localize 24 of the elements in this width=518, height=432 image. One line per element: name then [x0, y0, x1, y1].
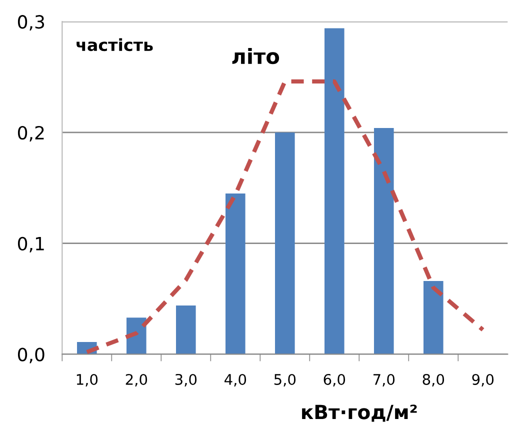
x-tick-label: 8,0	[422, 374, 444, 386]
y-tick-label: 0,3	[18, 15, 44, 31]
x-tick-label: 5,0	[274, 374, 296, 386]
x-axis-title: кВт·год/м²	[302, 404, 417, 422]
bar	[423, 281, 444, 354]
bar	[275, 132, 295, 354]
y-tick-label: 0,2	[18, 126, 44, 142]
x-tick-label: 7,0	[373, 374, 395, 386]
x-tick-label: 3,0	[175, 374, 197, 386]
x-tick-label: 2,0	[126, 374, 148, 386]
bar	[176, 305, 196, 354]
bar	[374, 128, 394, 354]
bar	[226, 193, 246, 354]
bar	[126, 318, 146, 354]
x-tick-label: 4,0	[224, 374, 246, 386]
bar	[324, 28, 344, 354]
x-tick-label: 6,0	[324, 374, 346, 386]
line-series	[84, 79, 485, 354]
series-label: літо	[232, 48, 280, 64]
y-tick-label: 0,1	[18, 236, 44, 252]
x-tick-label: 1,0	[76, 374, 98, 386]
y-axis-title: частість	[76, 38, 153, 52]
y-tick-label: 0,0	[18, 348, 44, 364]
x-tick-label: 9,0	[472, 374, 494, 386]
